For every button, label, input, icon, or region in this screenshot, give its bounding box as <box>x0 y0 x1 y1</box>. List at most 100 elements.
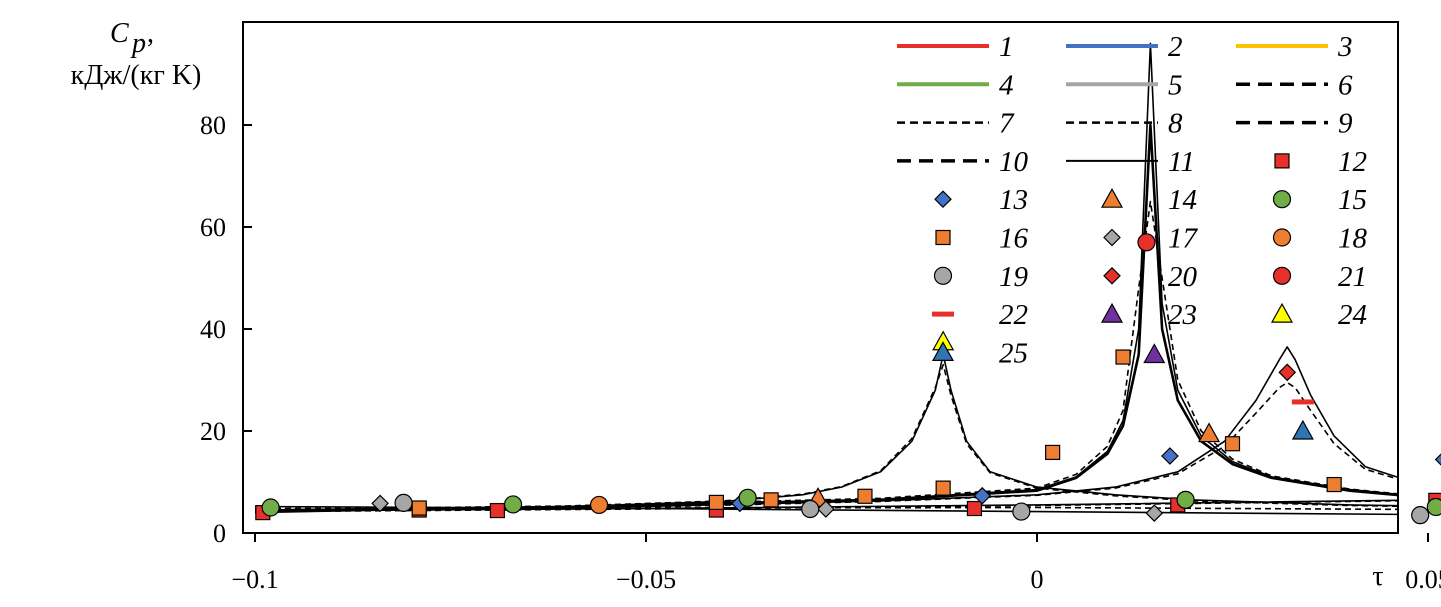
legend-entry-22: 22 <box>932 299 1028 331</box>
legend-symbol-18 <box>1272 228 1292 247</box>
y-tick-label-4: 80 <box>200 111 226 140</box>
marker-15-1 <box>503 495 523 514</box>
legend-entry-11: 11 <box>1066 146 1195 178</box>
y-tick-label-3: 60 <box>200 213 226 242</box>
legend-label-9: 9 <box>1338 108 1353 140</box>
curve-11-5 <box>254 346 1398 512</box>
legend-label-17: 17 <box>1168 223 1199 255</box>
legend-label-25: 25 <box>999 337 1028 369</box>
marker-19-1 <box>801 499 820 519</box>
marker-15-2 <box>738 488 757 507</box>
legend-symbol-15 <box>1272 190 1292 209</box>
legend-symbol-14 <box>1100 187 1124 208</box>
legend-entry-25: 25 <box>931 337 1028 369</box>
legend-entry-9: 9 <box>1236 108 1353 140</box>
legend-symbol-17 <box>1103 228 1121 247</box>
legend-label-10: 10 <box>999 146 1029 178</box>
legend-label-11: 11 <box>1168 146 1195 178</box>
legend-label-7: 7 <box>999 108 1015 140</box>
legend-entry-12: 12 <box>1274 146 1367 178</box>
curve-11-10 <box>254 505 1398 516</box>
legend-symbol-12 <box>1274 153 1290 169</box>
marker-16-1 <box>708 494 724 510</box>
legend-symbol-23 <box>1100 302 1124 323</box>
legend-label-23: 23 <box>1168 299 1197 331</box>
legend-label-6: 6 <box>1338 69 1353 101</box>
marker-19-3 <box>1411 506 1430 525</box>
marker-16-7 <box>1224 436 1241 452</box>
marker-16-2 <box>763 492 779 508</box>
y-axis-label-symbol: C <box>110 18 129 49</box>
legend-entry-18: 18 <box>1272 223 1368 255</box>
markers-layer <box>255 233 1441 525</box>
curve-7-4 <box>254 200 1398 511</box>
legend-entry-24: 24 <box>1270 299 1367 331</box>
marker-15-0 <box>261 498 280 517</box>
marker-14-1 <box>1198 422 1221 443</box>
legend-symbol-25 <box>931 341 955 361</box>
marker-23-0 <box>1143 343 1166 364</box>
marker-13-2 <box>1161 447 1179 465</box>
legend-entry-6: 6 <box>1236 69 1353 101</box>
legend-entry-15: 15 <box>1272 184 1367 216</box>
marker-19-0 <box>394 493 413 513</box>
curve-6-3 <box>254 123 1398 512</box>
legend-symbol-22 <box>932 311 954 317</box>
curve-11-2 <box>254 42 1398 511</box>
marker-12-4 <box>966 500 983 517</box>
marker-18-0 <box>589 495 609 515</box>
curve-11-0 <box>254 353 1398 514</box>
legend-label-13: 13 <box>999 184 1028 216</box>
legend-label-19: 19 <box>999 261 1029 293</box>
legend-symbol-16 <box>935 229 951 246</box>
marker-16-8 <box>1326 476 1342 493</box>
legend-label-3: 3 <box>1337 31 1353 63</box>
marker-17-1 <box>817 500 835 518</box>
legend-entry-4: 4 <box>897 69 1014 101</box>
marker-22-0 <box>1291 399 1314 405</box>
legend-symbol-20 <box>1103 266 1121 285</box>
legend-label-12: 12 <box>1338 146 1367 178</box>
marker-15-4 <box>1426 497 1441 517</box>
marker-15-3 <box>1176 490 1195 509</box>
marker-16-3 <box>857 488 873 504</box>
marker-13-1 <box>973 486 992 505</box>
x-tick-label-2: 0 <box>1031 565 1044 594</box>
marker-19-2 <box>1012 502 1031 521</box>
legend-entry-17: 17 <box>1103 223 1199 255</box>
legend-entry-10: 10 <box>897 146 1029 178</box>
curves-layer <box>254 42 1398 516</box>
marker-20-0 <box>1278 363 1297 382</box>
x-tick-label-3: 0.05 <box>1405 565 1441 594</box>
legend-label-20: 20 <box>1168 261 1198 293</box>
y-tick-label-1: 20 <box>200 417 226 446</box>
legend-entry-3: 3 <box>1236 31 1353 63</box>
legend-entry-2: 2 <box>1066 31 1183 63</box>
legend-symbol-24 <box>1270 302 1294 323</box>
y-axis-label-unit: кДж/(кг K) <box>71 60 202 91</box>
y-tick-label-2: 40 <box>200 315 226 344</box>
legend-symbol-19 <box>933 266 953 285</box>
legend-entry-13: 13 <box>934 184 1028 216</box>
marker-12-2 <box>489 502 506 519</box>
legend-symbol-13 <box>934 190 952 209</box>
marker-16-0 <box>411 500 427 516</box>
legend-entry-21: 21 <box>1272 261 1367 293</box>
legend-entry-14: 14 <box>1100 184 1197 216</box>
legend-label-1: 1 <box>999 31 1014 63</box>
legend-entry-20: 20 <box>1103 261 1198 293</box>
legend-label-24: 24 <box>1338 299 1367 331</box>
x-axis-label: τ <box>1372 561 1383 592</box>
legend-label-18: 18 <box>1338 223 1368 255</box>
marker-25-0 <box>1291 419 1314 440</box>
legend-label-21: 21 <box>1338 261 1367 293</box>
legend-entry-23: 23 <box>1100 299 1197 331</box>
curve-10-8 <box>254 499 1398 513</box>
legend-label-14: 14 <box>1168 184 1197 216</box>
y-axis-label-comma: , <box>147 18 154 49</box>
curve-9-6 <box>254 381 1398 513</box>
marker-16-5 <box>1045 444 1061 461</box>
legend-entry-7: 7 <box>897 108 1015 140</box>
